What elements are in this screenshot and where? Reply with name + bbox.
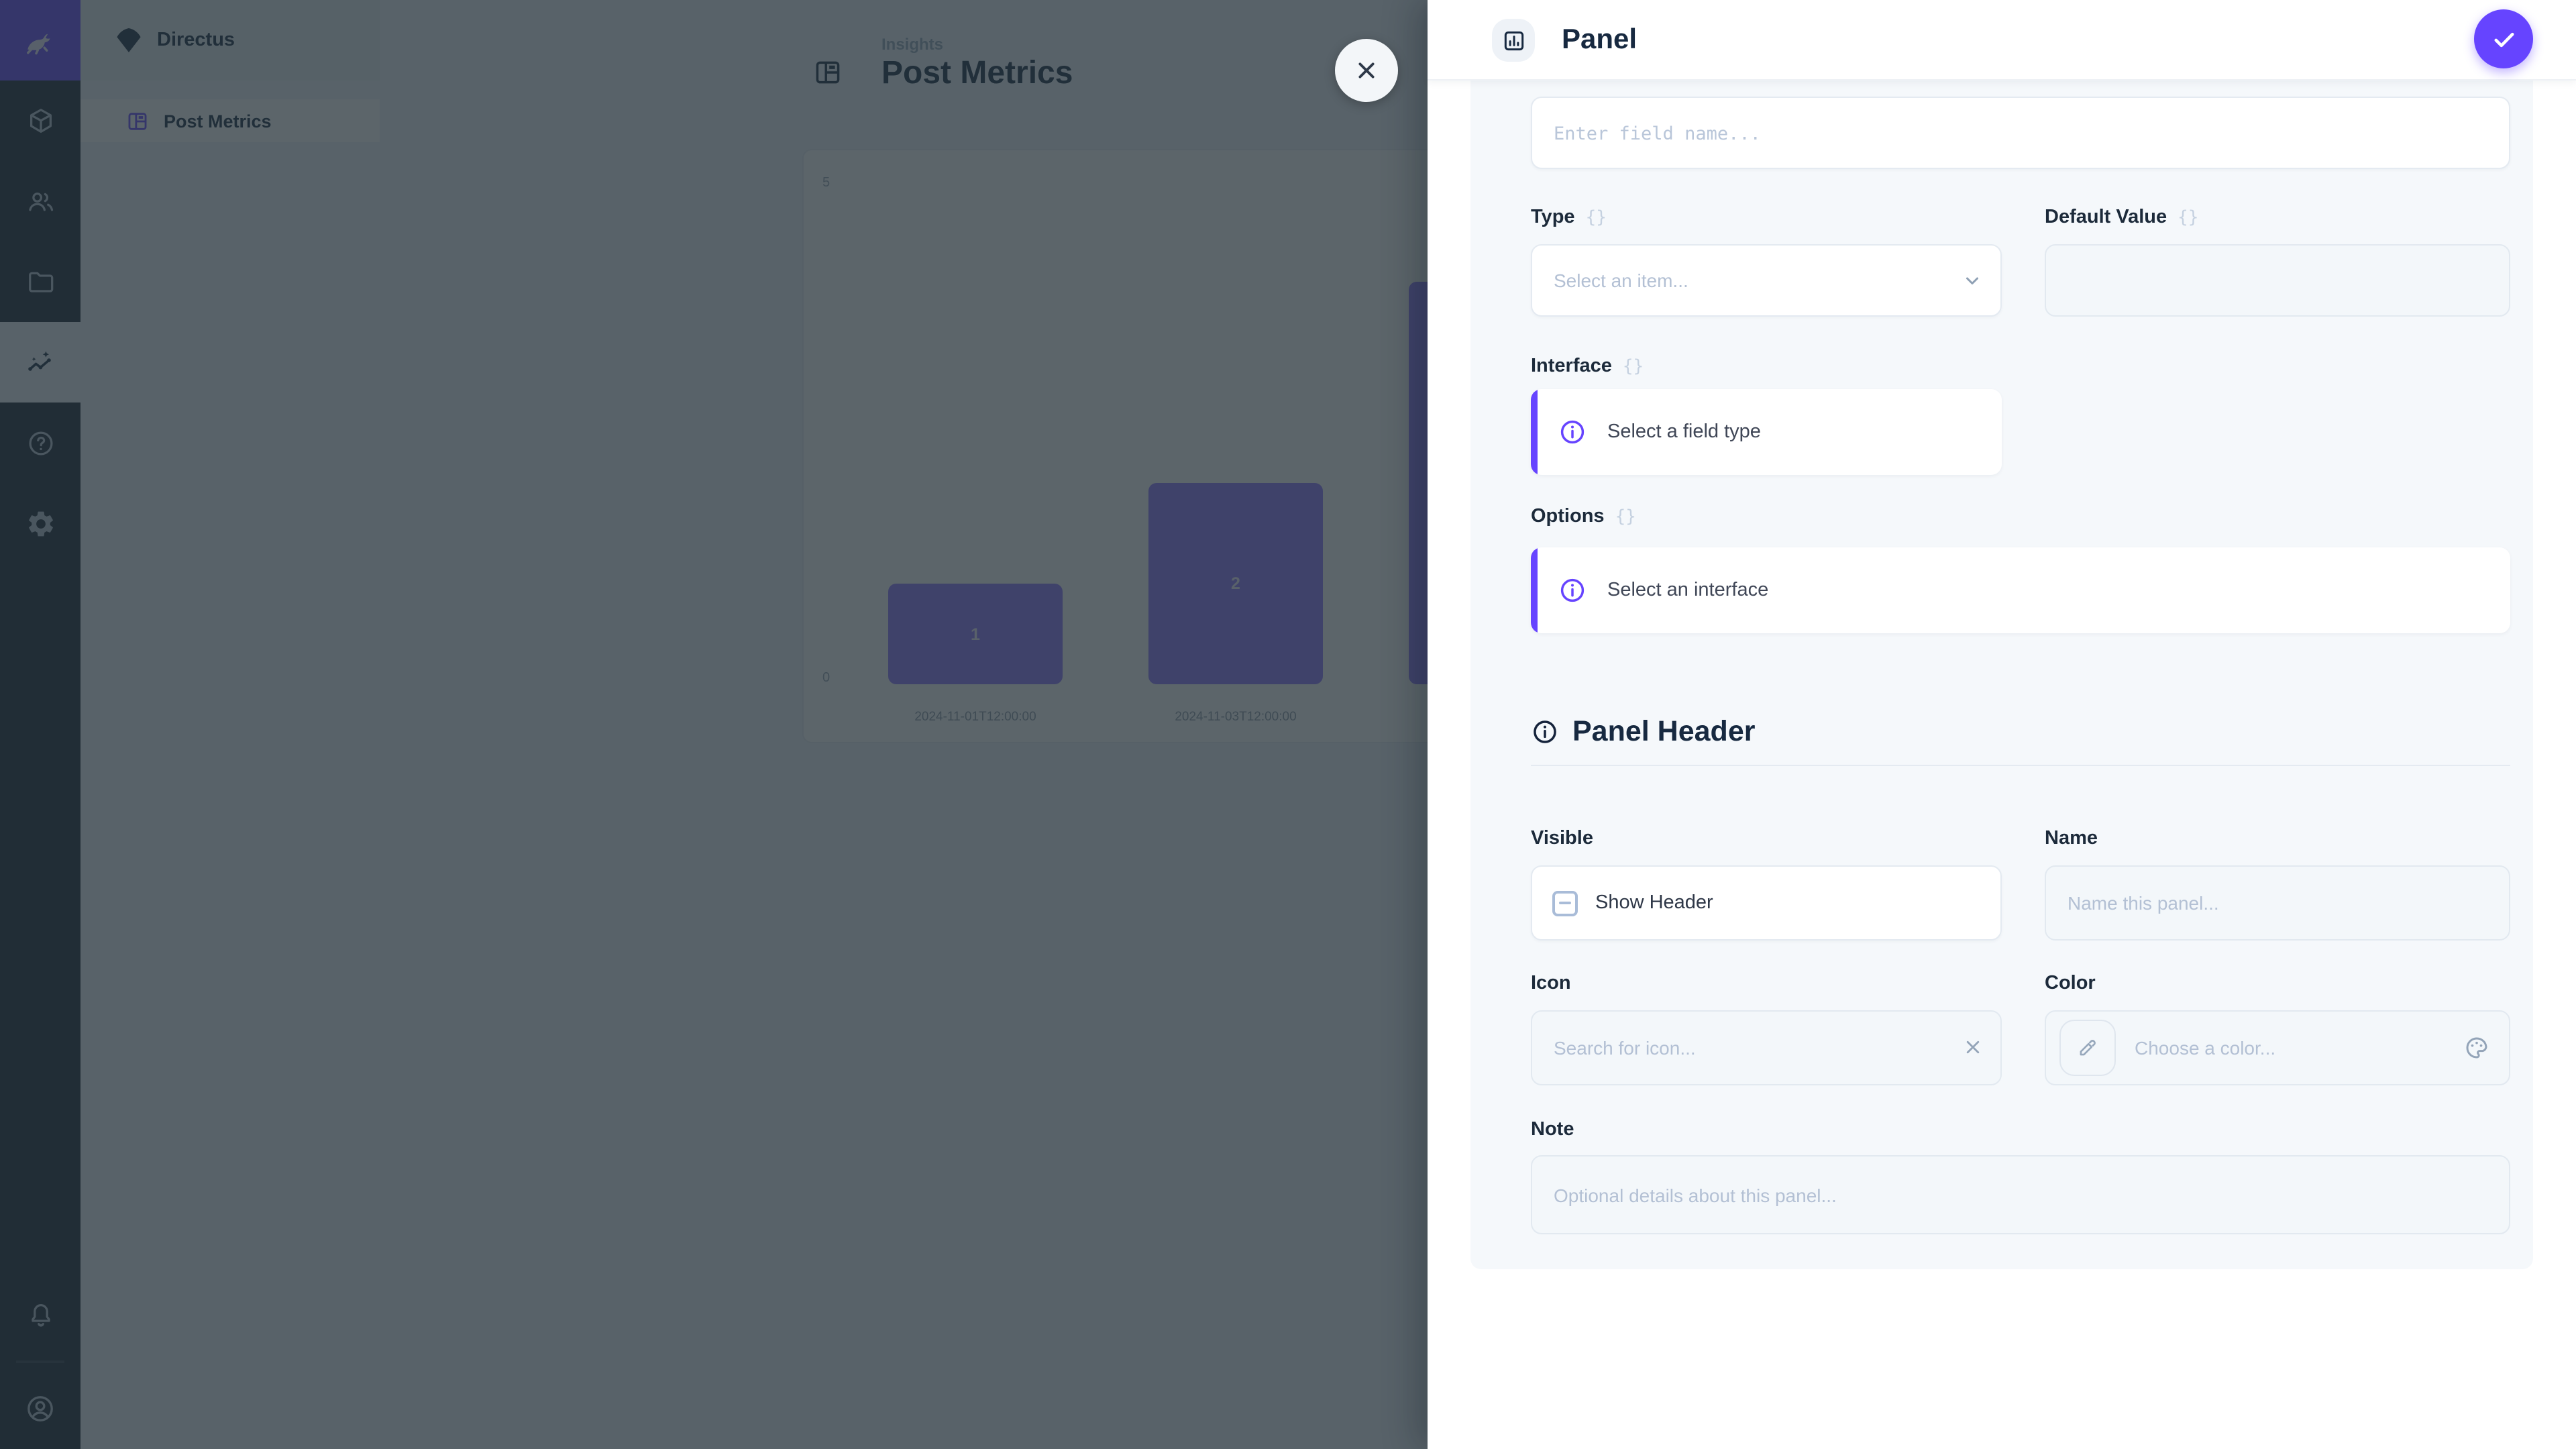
- color-placeholder: Choose a color...: [2135, 1037, 2276, 1059]
- info-icon: [1531, 717, 1559, 745]
- section-divider: [1531, 765, 2510, 766]
- interface-notice: Select a field type: [1531, 389, 2002, 475]
- close-icon: [1352, 56, 1381, 85]
- raw-value-icon[interactable]: {}: [1615, 506, 1636, 527]
- icon-label: Icon: [1531, 973, 1571, 994]
- panel-drawer: Panel Type {} Default Value {}: [1428, 0, 2576, 1449]
- palette-icon: [2463, 1034, 2490, 1061]
- options-notice: Select an interface: [1531, 547, 2510, 633]
- panel-form: Type {} Default Value {} Select an item.…: [1470, 80, 2533, 1269]
- raw-value-icon[interactable]: {}: [1585, 207, 1607, 227]
- interface-notice-text: Select a field type: [1607, 421, 1761, 443]
- icon-field: [1531, 1010, 2002, 1085]
- name-label: Name: [2045, 828, 2098, 849]
- color-field[interactable]: Choose a color...: [2045, 1010, 2510, 1085]
- chevron-down-icon: [1960, 268, 1984, 292]
- eyedropper-icon: [2076, 1036, 2100, 1060]
- options-notice-text: Select an interface: [1607, 580, 1769, 601]
- eyedropper-button[interactable]: [2059, 1020, 2116, 1076]
- save-button[interactable]: [2474, 9, 2533, 68]
- info-icon: [1558, 576, 1587, 605]
- info-icon: [1558, 417, 1587, 447]
- drawer-overlay[interactable]: [0, 0, 1428, 1449]
- drawer-footer-space: [1428, 1269, 2576, 1449]
- color-label: Color: [2045, 973, 2096, 994]
- note-input[interactable]: [1531, 1155, 2510, 1234]
- panel-name-input[interactable]: [2045, 865, 2510, 941]
- close-drawer-button[interactable]: [1335, 39, 1398, 102]
- panel-header-section: Panel Header: [1531, 711, 2510, 751]
- default-value-input[interactable]: [2045, 244, 2510, 317]
- indeterminate-checkbox-icon[interactable]: [1552, 890, 1578, 916]
- interface-label: Interface {}: [1531, 356, 1644, 377]
- check-icon: [2489, 25, 2518, 53]
- default-value-label: Default Value {}: [2045, 207, 2199, 228]
- visible-label: Visible: [1531, 828, 1593, 849]
- field-name-input[interactable]: [1531, 97, 2510, 169]
- clear-icon[interactable]: [1962, 1036, 1984, 1059]
- section-title: Panel Header: [1572, 714, 1756, 747]
- show-header-label: Show Header: [1595, 892, 1713, 914]
- icon-search-input[interactable]: [1531, 1010, 2002, 1085]
- show-header-checkbox-row[interactable]: Show Header: [1531, 865, 2002, 941]
- raw-value-icon[interactable]: {}: [2178, 207, 2199, 227]
- type-label: Type {}: [1531, 207, 1607, 228]
- note-label: Note: [1531, 1119, 1574, 1140]
- drawer-title: Panel: [1562, 23, 1638, 54]
- options-label: Options {}: [1531, 506, 1636, 527]
- type-select[interactable]: Select an item...: [1531, 244, 2002, 317]
- raw-value-icon[interactable]: {}: [1622, 356, 1644, 376]
- drawer-header: Panel: [1428, 0, 2576, 80]
- insert-chart-icon: [1492, 19, 1535, 62]
